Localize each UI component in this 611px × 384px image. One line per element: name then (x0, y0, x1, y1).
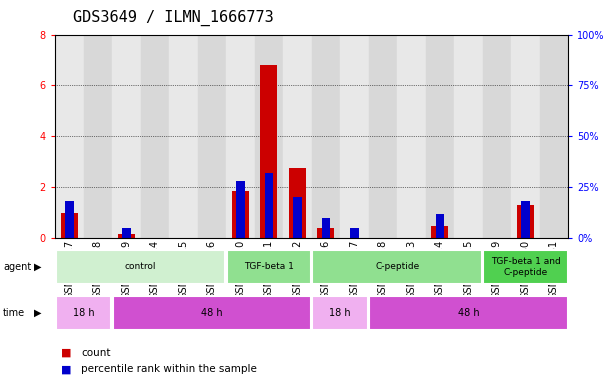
Bar (65, 202, 73, 238)
Bar (112, 35, 141, 238)
Bar (454, 35, 483, 238)
Bar (55, 35, 84, 238)
Bar (312, 35, 340, 238)
Bar (227, 250, 311, 284)
Bar (540, 35, 568, 238)
Bar (293, 197, 302, 238)
Bar (431, 226, 448, 238)
Bar (426, 35, 454, 238)
Text: agent: agent (3, 262, 31, 272)
Bar (312, 250, 482, 284)
Bar (56, 296, 111, 330)
Bar (517, 205, 534, 238)
Bar (521, 202, 530, 238)
Bar (141, 35, 169, 238)
Bar (265, 173, 273, 238)
Text: percentile rank within the sample: percentile rank within the sample (81, 364, 257, 374)
Bar (260, 65, 277, 238)
Text: ■: ■ (61, 348, 71, 358)
Bar (369, 296, 568, 330)
Text: ▶: ▶ (34, 262, 41, 272)
Text: 48 h: 48 h (201, 308, 222, 318)
Text: TGF-beta 1 and
C-peptide: TGF-beta 1 and C-peptide (491, 257, 560, 276)
Bar (312, 296, 368, 330)
Text: control: control (125, 262, 156, 271)
Bar (368, 35, 397, 238)
Text: 18 h: 18 h (329, 308, 351, 318)
Text: GDS3649 / ILMN_1666773: GDS3649 / ILMN_1666773 (73, 10, 274, 26)
Text: ■: ■ (61, 364, 71, 374)
Bar (226, 35, 255, 238)
Text: time: time (3, 308, 25, 318)
Bar (321, 218, 330, 238)
Bar (350, 228, 359, 238)
Text: TGF-beta 1: TGF-beta 1 (244, 262, 294, 271)
Bar (317, 228, 334, 238)
Bar (236, 181, 244, 238)
Bar (511, 35, 540, 238)
Bar (289, 168, 306, 238)
Bar (232, 191, 249, 238)
Bar (84, 35, 112, 238)
Text: 18 h: 18 h (73, 308, 94, 318)
Bar (56, 250, 225, 284)
Bar (197, 35, 226, 238)
Bar (283, 35, 312, 238)
Bar (436, 214, 444, 238)
Bar (397, 35, 426, 238)
Bar (118, 234, 135, 238)
Bar (483, 35, 511, 238)
Bar (169, 35, 197, 238)
Bar (340, 35, 368, 238)
Text: 48 h: 48 h (458, 308, 479, 318)
Bar (112, 296, 311, 330)
Bar (483, 250, 568, 284)
Bar (255, 35, 283, 238)
Text: ▶: ▶ (34, 308, 41, 318)
Bar (122, 228, 131, 238)
Text: C-peptide: C-peptide (375, 262, 419, 271)
Bar (60, 213, 78, 238)
Text: count: count (81, 348, 111, 358)
